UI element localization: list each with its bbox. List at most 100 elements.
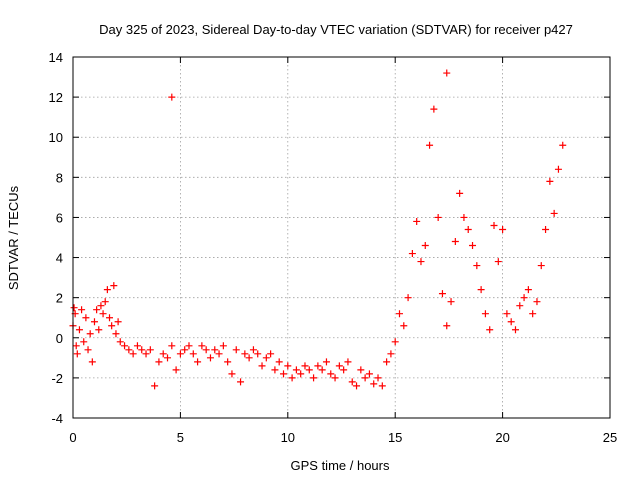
y-tick-label: 12 [49, 90, 63, 105]
chart-title: Day 325 of 2023, Sidereal Day-to-day VTE… [99, 22, 573, 37]
y-tick-label: 0 [56, 331, 63, 346]
data-point [421, 242, 429, 250]
data-point [537, 262, 545, 270]
data-point [101, 298, 109, 306]
data-point [271, 366, 279, 374]
data-point [550, 209, 558, 217]
data-point [88, 358, 96, 366]
data-point [72, 342, 80, 350]
data-point [172, 366, 180, 374]
data-point [378, 382, 386, 390]
data-point [241, 350, 249, 358]
y-tick-label: 8 [56, 170, 63, 185]
data-point [125, 346, 133, 354]
data-point [490, 221, 498, 229]
data-point [374, 374, 382, 382]
data-point [93, 306, 101, 314]
data-point [116, 338, 124, 346]
y-tick-label: 4 [56, 251, 63, 266]
data-point [460, 213, 468, 221]
data-point [168, 342, 176, 350]
data-point [181, 346, 189, 354]
y-tick-label: 14 [49, 50, 63, 65]
data-point [258, 362, 266, 370]
data-point [206, 354, 214, 362]
data-point [365, 370, 373, 378]
data-point [164, 354, 172, 362]
data-point [215, 350, 223, 358]
data-point [357, 366, 365, 374]
data-point [129, 350, 137, 358]
data-point [430, 105, 438, 113]
x-tick-label: 25 [603, 430, 617, 445]
data-point [417, 258, 425, 266]
y-tick-label: -4 [51, 411, 63, 426]
data-point [245, 354, 253, 362]
data-point [340, 366, 348, 374]
data-point [202, 346, 210, 354]
data-point [370, 380, 378, 388]
data-point [78, 306, 86, 314]
data-point [114, 318, 122, 326]
x-axis-label: GPS time / hours [291, 458, 390, 473]
data-point [494, 258, 502, 266]
data-point [284, 362, 292, 370]
data-point [511, 326, 519, 334]
data-point [133, 342, 141, 350]
data-point [361, 374, 369, 382]
data-point [426, 141, 434, 149]
data-point [327, 370, 335, 378]
data-point [194, 358, 202, 366]
data-point [90, 318, 98, 326]
data-point [155, 358, 163, 366]
data-point [481, 310, 489, 318]
data-point [121, 342, 129, 350]
data-point [310, 374, 318, 382]
data-point [456, 189, 464, 197]
data-point [84, 346, 92, 354]
data-point [344, 358, 352, 366]
data-point [189, 350, 197, 358]
data-point [524, 286, 532, 294]
data-point [108, 322, 116, 330]
data-point [80, 338, 88, 346]
data-point [151, 382, 159, 390]
data-point [142, 350, 150, 358]
data-point [106, 314, 114, 322]
data-point [254, 350, 262, 358]
data-point [75, 326, 83, 334]
data-point [353, 382, 361, 390]
x-tick-label: 0 [69, 430, 76, 445]
outlier-point [168, 93, 176, 101]
plot-frame [72, 56, 611, 419]
data-point [159, 350, 167, 358]
data-point [391, 338, 399, 346]
data-point [395, 310, 403, 318]
y-tick-label: 6 [56, 210, 63, 225]
data-point [413, 217, 421, 225]
data-point [73, 350, 81, 358]
data-point [473, 262, 481, 270]
data-point [110, 282, 118, 290]
x-tick-label: 15 [388, 430, 402, 445]
data-point [447, 298, 455, 306]
data-point [438, 290, 446, 298]
data-point [507, 318, 515, 326]
outlier-point [443, 69, 451, 77]
data-point [408, 250, 416, 258]
data-point [520, 294, 528, 302]
data-point [288, 374, 296, 382]
y-tick-label: 2 [56, 291, 63, 306]
data-point [477, 286, 485, 294]
data-point [559, 141, 567, 149]
data-point [262, 354, 270, 362]
data-point [305, 366, 313, 374]
data-point [499, 225, 507, 233]
data-point [314, 362, 322, 370]
data-point [249, 346, 257, 354]
data-point [99, 310, 107, 318]
data-point [335, 362, 343, 370]
data-point [297, 370, 305, 378]
data-point [451, 238, 459, 246]
data-point [434, 213, 442, 221]
